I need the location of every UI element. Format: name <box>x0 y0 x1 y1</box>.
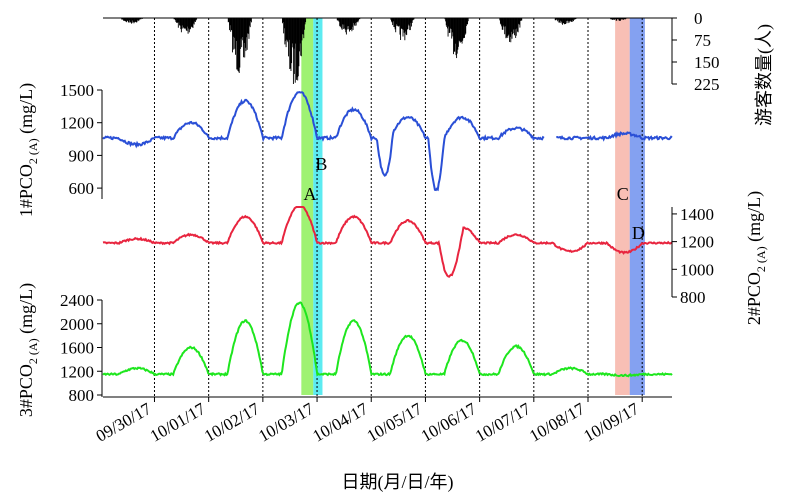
pco2-3-axis-title: 3#PCO2 (A) (mg/L) <box>16 283 40 417</box>
x-tick-label: 09/30/17 <box>93 399 155 446</box>
pco2-1-tick-label: 600 <box>69 179 95 198</box>
pco2-2-tick-label: 1200 <box>680 233 714 252</box>
band-label-b: B <box>315 154 327 174</box>
band-c <box>615 18 630 395</box>
pco2-1-tick-label: 900 <box>69 146 95 165</box>
highlight-bands <box>301 18 645 395</box>
x-tick-label: 10/01/17 <box>147 399 209 446</box>
band-d <box>629 18 645 395</box>
visitors-tick-label: 225 <box>694 75 720 94</box>
pco2-3-tick-label: 1200 <box>60 362 94 381</box>
band-label-d: D <box>632 223 645 243</box>
visitors-tick-label: 75 <box>694 31 711 50</box>
pco2-3-tick-label: 2000 <box>60 315 94 334</box>
band-a <box>301 18 314 395</box>
pco2-1-tick-label: 1500 <box>60 81 94 100</box>
x-tick-label: 10/02/17 <box>201 399 263 446</box>
band-label-a: A <box>304 184 317 204</box>
pco2-2-tick-label: 800 <box>680 288 706 307</box>
pco2-2-tick-label: 1400 <box>680 205 714 224</box>
visitors-tick-label: 0 <box>694 9 703 28</box>
axes <box>97 17 677 402</box>
series-lines <box>102 91 673 378</box>
series-pco2-3 <box>102 301 673 378</box>
pco2-3-tick-label: 800 <box>69 386 95 405</box>
band-label-c: C <box>617 184 629 204</box>
x-tick-label: 10/04/17 <box>309 399 371 446</box>
x-tick-label: 10/03/17 <box>255 399 317 446</box>
series-pco2-1 <box>102 91 673 192</box>
x-tick-label: 10/08/17 <box>526 399 588 446</box>
pco2-1-tick-label: 1200 <box>60 114 94 133</box>
visitors-tick-label: 150 <box>694 53 720 72</box>
pco2-1-axis-title: 1#PCO2 (A) (mg/L) <box>16 83 40 217</box>
visitor-bars <box>121 18 627 84</box>
x-axis-title: 日期(月/日/年) <box>342 472 454 493</box>
pco2-3-tick-label: 2400 <box>60 291 94 310</box>
band-b <box>313 18 323 395</box>
pco2-2-tick-label: 1000 <box>680 260 714 279</box>
series-pco2-2 <box>102 206 673 278</box>
x-tick-label: 10/06/17 <box>418 399 480 446</box>
x-tick-label: 10/05/17 <box>364 399 426 446</box>
pco2-3-tick-label: 1600 <box>60 339 94 358</box>
x-tick-label: 10/07/17 <box>472 399 534 446</box>
day-gridlines <box>153 18 643 397</box>
pco2-2-axis-title: 2#PCO2 (A) (mg/L) <box>744 191 768 325</box>
visitors-axis-title: 游客数量(人) <box>754 24 775 126</box>
x-tick-label: 10/09/17 <box>580 399 642 446</box>
labels: 0 75 150 225 600 900 1200 1500 800 1000 1200 1400 80… <box>16 9 775 493</box>
